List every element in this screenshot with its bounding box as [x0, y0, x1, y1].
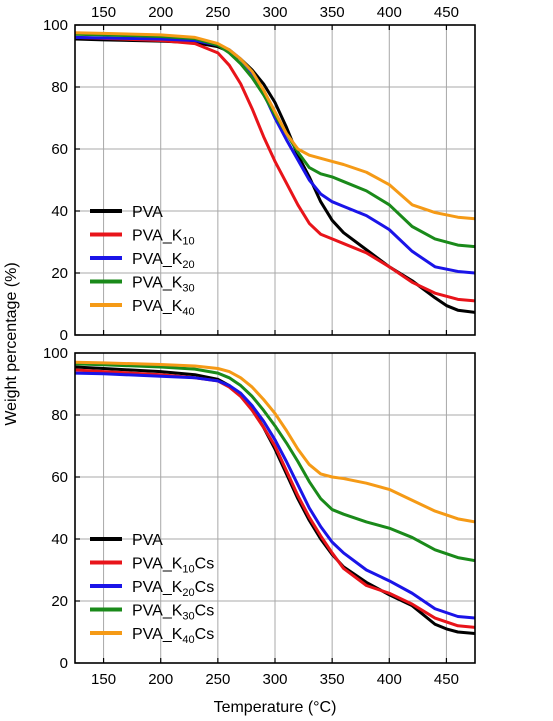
series-group: [75, 31, 475, 314]
series-group: [75, 360, 475, 636]
y-tick-label: 60: [51, 469, 68, 486]
y-tick-label: 80: [51, 407, 68, 424]
legend-label: PVA_K40: [132, 298, 195, 318]
top-x-tick-label: 250: [205, 4, 230, 21]
y-tick-label: 80: [51, 79, 68, 96]
y-tick-label: 100: [43, 345, 68, 362]
legend-label-suffix: Cs: [195, 556, 215, 573]
y-axis-title: Weight percentage (%): [3, 262, 20, 425]
top-x-tick-label: 150: [91, 4, 116, 21]
legend-label: PVA_K10: [132, 228, 195, 248]
y-tick-label: 100: [43, 17, 68, 34]
x-tick-label: 200: [148, 671, 173, 688]
legend-label-subscript: 30: [182, 283, 194, 295]
series-line-pva-k10: [75, 35, 475, 303]
legend-label-subscript: 40: [182, 306, 194, 318]
top-x-tick-label: 200: [148, 4, 173, 21]
top-x-tick-label: 450: [434, 4, 459, 21]
y-tick-label: 60: [51, 141, 68, 158]
legend-label: PVA_K10Cs: [132, 556, 214, 576]
y-tick-label: 20: [51, 265, 68, 282]
legend-label-base: PVA_K: [132, 626, 183, 643]
top-x-tick-label: 400: [377, 4, 402, 21]
legend-label-base: PVA_K: [132, 298, 183, 315]
x-tick-label: 350: [320, 671, 345, 688]
legend-label: PVA_K30Cs: [132, 603, 214, 623]
legend-label-subscript: 10: [182, 564, 194, 576]
legend-label-suffix: Cs: [195, 626, 215, 643]
legend-label-subscript: 10: [182, 236, 194, 248]
y-tick-label: 20: [51, 593, 68, 610]
legend-label: PVA_K20: [132, 251, 195, 271]
legend-label: PVA_K30: [132, 275, 195, 295]
legend-label-subscript: 20: [182, 587, 194, 599]
bottom-panel: 0 20 40 60 80 100 150 200 250 300 350 400 450 PVA PVA_…: [43, 345, 476, 688]
legend-label-base: PVA_K: [132, 275, 183, 292]
legend-label-subscript: 30: [182, 611, 194, 623]
y-tick-label: 40: [51, 531, 68, 548]
series-line-pva-k40cs: [75, 360, 475, 524]
legend-label-base: PVA_K: [132, 228, 183, 245]
y-tick-label: 0: [60, 327, 68, 344]
legend-label-suffix: Cs: [195, 579, 215, 596]
top-x-tick-label: 350: [320, 4, 345, 21]
series-line-pva-k40: [75, 31, 475, 221]
y-tick-label: 40: [51, 203, 68, 220]
x-tick-label: 300: [262, 671, 287, 688]
legend-label: PVA: [132, 204, 163, 221]
legend-label-subscript: 20: [182, 259, 194, 271]
top-x-axis: 150 200 250 300 350 400 450: [91, 4, 459, 21]
top-panel: 020406080100PVAPVA_K10PVA_K20PVA_K30PVA_…: [43, 17, 476, 344]
grid: [75, 25, 475, 335]
series-line-pva-k30cs: [75, 362, 475, 563]
legend-label-suffix: Cs: [195, 603, 215, 620]
legend-label: PVA: [132, 532, 163, 549]
legend-label-base: PVA_K: [132, 556, 183, 573]
legend-label-base: PVA_K: [132, 251, 183, 268]
legend-label-subscript: 40: [182, 634, 194, 646]
legend-label-base: PVA_K: [132, 579, 183, 596]
x-tick-label: 450: [434, 671, 459, 688]
legend-label: PVA_K40Cs: [132, 626, 214, 646]
series-line-pva-k20cs: [75, 371, 475, 620]
legend-label-base: PVA_K: [132, 603, 183, 620]
legend-label: PVA_K20Cs: [132, 579, 214, 599]
x-tick-label: 400: [377, 671, 402, 688]
x-tick-label: 250: [205, 671, 230, 688]
y-tick-label: 0: [60, 655, 68, 672]
x-tick-label: 150: [91, 671, 116, 688]
legend-label-base: PVA: [132, 204, 163, 221]
legend-label-base: PVA: [132, 532, 163, 549]
top-x-tick-label: 300: [262, 4, 287, 21]
x-axis-title: Temperature (°C): [214, 699, 337, 716]
